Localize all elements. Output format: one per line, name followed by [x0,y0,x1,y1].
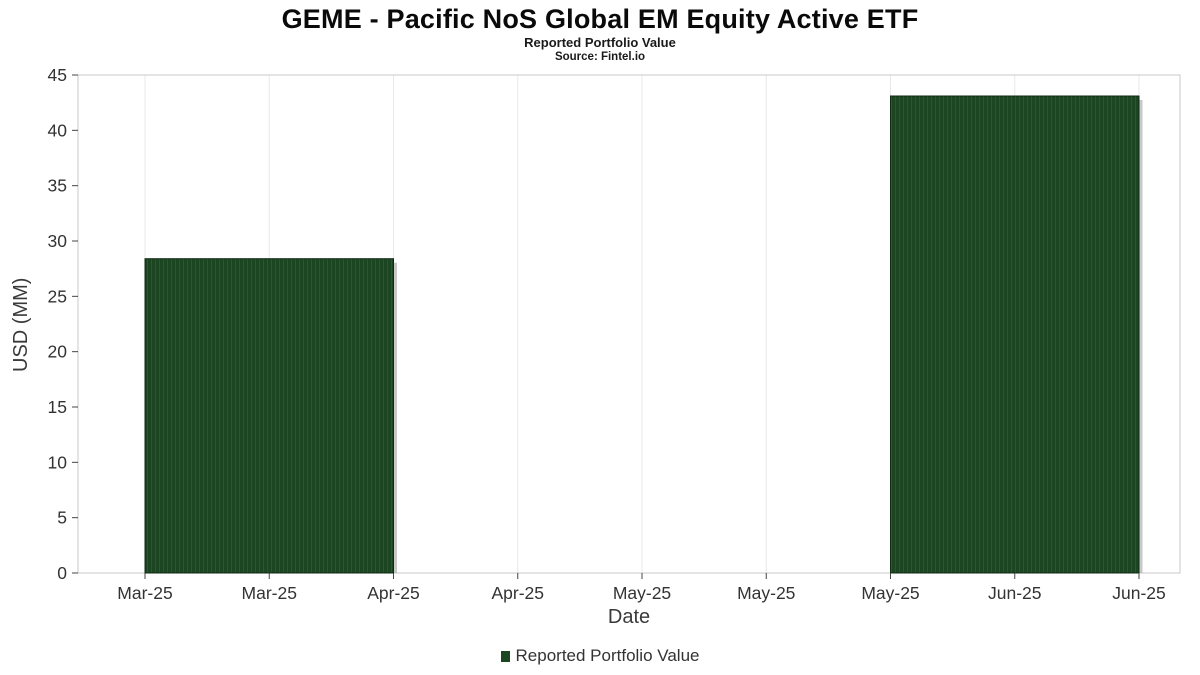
y-tick-label: 20 [48,342,68,362]
plot-border [77,74,1181,574]
x-axis-title: Date [607,606,651,628]
x-tick-label: Mar-25 [242,583,297,603]
x-tick-label: Apr-25 [491,583,544,603]
legend-swatch-icon [500,650,510,662]
y-tick-label: 10 [48,452,68,472]
bar-reported-portfolio-value [144,258,394,574]
x-tick-label: Jun-25 [1112,583,1166,603]
y-tick-label: 35 [48,176,67,196]
legend: Reported Portfolio Value [0,646,1200,666]
x-tick-label: Apr-25 [367,583,420,603]
bar-shadow [1139,100,1143,573]
bar-shadow [394,262,397,573]
y-tick-label: 40 [48,120,68,140]
y-tick-label: 0 [57,563,67,583]
bar-reported-portfolio-value [890,95,1140,574]
chart-title: GEME - Pacific NoS Global EM Equity Acti… [281,4,919,34]
chart-subtitle: Reported Portfolio Value [524,35,676,50]
x-tick-label: May-25 [737,583,795,603]
y-tick-label: 25 [48,286,67,306]
y-tick-label: 15 [48,397,67,417]
y-tick-label: 30 [48,231,68,251]
y-tick-label: 45 [48,65,67,85]
x-tick-label: Mar-25 [117,583,172,603]
y-axis-title: USD (MM) [10,277,32,373]
x-tick-label: Jun-25 [988,583,1042,603]
y-tick-label: 5 [57,508,67,528]
x-tick-label: May-25 [861,583,919,603]
x-tick-label: May-25 [613,583,671,603]
legend-label: Reported Portfolio Value [515,646,700,665]
chart-source: Source: Fintel.io [554,51,646,63]
